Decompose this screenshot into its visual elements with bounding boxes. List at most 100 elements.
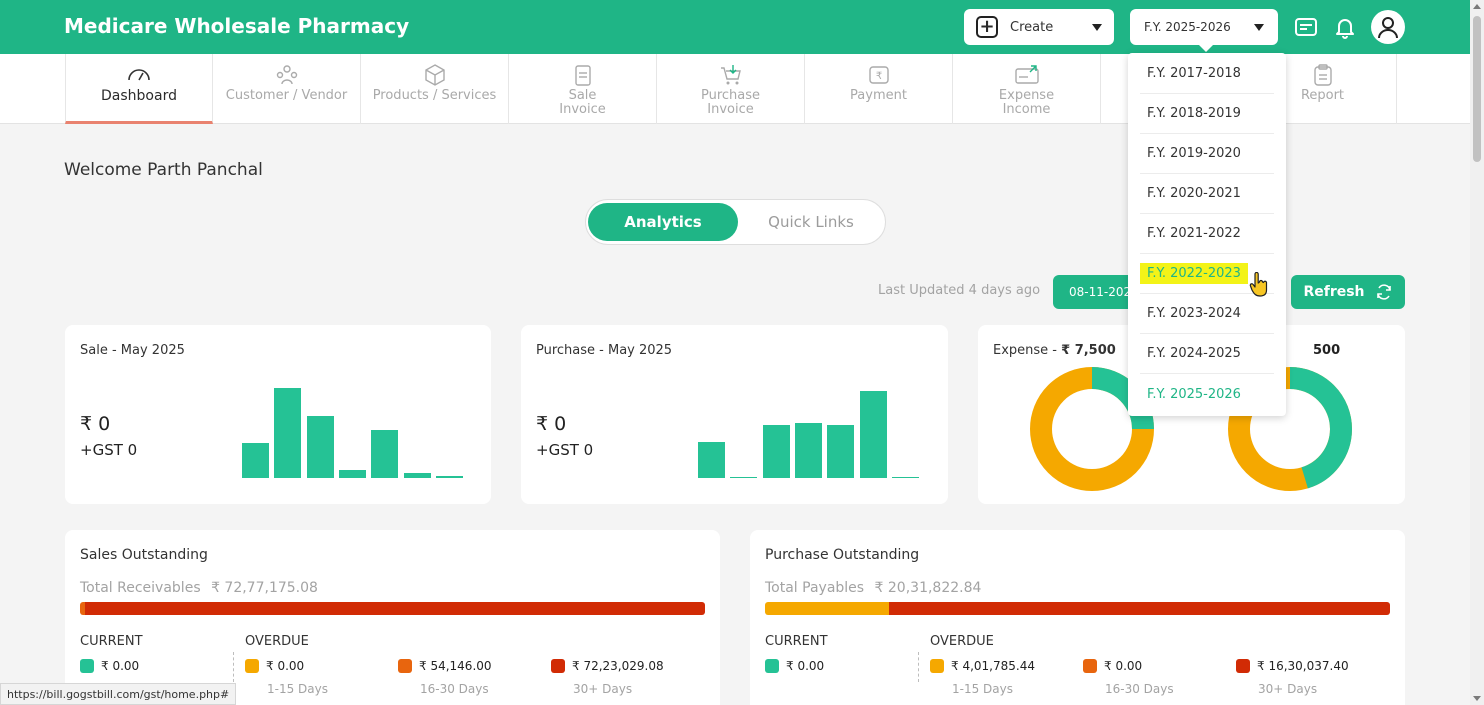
bell-icon[interactable] <box>1332 14 1358 40</box>
chart-bar <box>306 416 334 478</box>
nav-label: Products / Services <box>372 88 497 103</box>
legend-16-30: ₹ 54,146.00 <box>398 659 492 673</box>
nav-payment[interactable]: ₹ Payment <box>805 54 953 124</box>
chart-bar <box>242 443 269 478</box>
legend-30-plus: ₹ 16,30,037.40 <box>1236 659 1349 673</box>
overdue-1-15-value: ₹ 0.00 <box>266 659 305 673</box>
create-button[interactable]: + Create <box>964 9 1114 45</box>
refresh-button[interactable]: Refresh <box>1291 275 1405 309</box>
fy-option-label: F.Y. 2025-2026 <box>1147 386 1241 402</box>
days-label: 16-30 Days <box>420 682 489 696</box>
scroll-up-arrow-icon[interactable] <box>1473 4 1481 9</box>
payables-progress-bar <box>765 602 1390 615</box>
chart-bar <box>859 391 887 478</box>
fy-option-2021-2022[interactable]: F.Y. 2021-2022 <box>1140 214 1274 254</box>
legend-1-15: ₹ 0.00 <box>245 659 304 673</box>
days-label: 1-15 Days <box>267 682 328 696</box>
purchase-outstanding-card: Purchase Outstanding Total Payables ₹ 20… <box>750 530 1405 705</box>
overdue-30-plus-value: ₹ 16,30,037.40 <box>1257 659 1349 673</box>
total-payables: Total Payables ₹ 20,31,822.84 <box>765 580 981 596</box>
nav-label: Purchase Invoice <box>700 88 761 117</box>
chart-bar <box>371 430 399 478</box>
nav-label: Report <box>1300 88 1345 103</box>
fy-option-label: F.Y. 2023-2024 <box>1147 306 1241 321</box>
rupee-payment-icon: ₹ <box>868 66 889 84</box>
purchase-card-title: Purchase - May 2025 <box>536 343 673 358</box>
fy-option-2019-2020[interactable]: F.Y. 2019-2020 <box>1140 134 1274 174</box>
nav-label: Customer / Vendor <box>225 88 348 103</box>
legend-16-30: ₹ 0.00 <box>1083 659 1142 673</box>
status-bar-url: https://bill.gogstbill.com/gst/home.php# <box>0 683 237 705</box>
nav-label: Sale Invoice <box>559 88 606 117</box>
chart-bar <box>891 477 919 478</box>
fy-option-label: F.Y. 2019-2020 <box>1147 146 1241 161</box>
current-label: CURRENT <box>80 634 143 649</box>
fy-option-2020-2021[interactable]: F.Y. 2020-2021 <box>1140 174 1274 214</box>
financial-year-selector[interactable]: F.Y. 2025-2026 <box>1130 9 1278 45</box>
expense-icon <box>1014 65 1039 84</box>
sale-card: Sale - May 2025 ₹ 0 +GST 0 <box>65 325 491 504</box>
chart-bar <box>698 442 725 478</box>
box-icon <box>424 64 445 86</box>
total-payables-value: ₹ 20,31,822.84 <box>874 580 982 596</box>
expense-title-amount: ₹ 7,500 <box>1061 343 1116 358</box>
purchase-amount: ₹ 0 <box>536 413 567 435</box>
refresh-icon <box>1376 284 1391 300</box>
current-label: CURRENT <box>765 634 828 649</box>
fy-option-2024-2025[interactable]: F.Y. 2024-2025 <box>1140 334 1274 374</box>
expense-donut-chart <box>1030 367 1154 491</box>
legend-1-15: ₹ 4,01,785.44 <box>930 659 1035 673</box>
nav-label: Payment <box>850 88 907 103</box>
nav-products-services[interactable]: Products / Services <box>361 54 509 124</box>
view-toggle: Analytics Quick Links <box>585 199 886 245</box>
page-scrollbar[interactable] <box>1470 0 1484 705</box>
user-avatar[interactable] <box>1371 10 1405 44</box>
fy-option-2022-2023[interactable]: F.Y. 2022-2023 <box>1140 254 1274 294</box>
scroll-thumb[interactable] <box>1473 16 1481 162</box>
tab-quick-links[interactable]: Quick Links <box>768 213 854 231</box>
nav-expense-income[interactable]: Expense Income <box>953 54 1101 124</box>
nav-dashboard[interactable]: Dashboard <box>65 54 213 124</box>
current-value: ₹ 0.00 <box>786 659 825 673</box>
nav-label: Dashboard <box>101 88 177 104</box>
card-icon[interactable] <box>1293 14 1319 40</box>
top-header: Medicare Wholesale Pharmacy + Create F.Y… <box>0 0 1470 54</box>
nav-customer-vendor[interactable]: Customer / Vendor <box>213 54 361 124</box>
total-receivables-value: ₹ 72,77,175.08 <box>211 580 318 596</box>
scroll-down-arrow-icon[interactable] <box>1473 696 1481 701</box>
divider <box>233 652 234 682</box>
sale-amount: ₹ 0 <box>80 413 111 435</box>
tab-analytics[interactable]: Analytics <box>588 203 738 241</box>
fy-selected-label: F.Y. 2025-2026 <box>1144 20 1231 34</box>
chart-bar <box>274 388 302 478</box>
sales-outstanding-title: Sales Outstanding <box>80 547 208 563</box>
cart-icon <box>720 65 741 85</box>
days-label: 1-15 Days <box>952 682 1013 696</box>
expense-title-prefix: Expense - <box>993 343 1062 358</box>
nav-sale-invoice[interactable]: Sale Invoice <box>509 54 657 124</box>
legend-30-plus: ₹ 72,23,029.08 <box>551 659 664 673</box>
fy-option-2017-2018[interactable]: F.Y. 2017-2018 <box>1140 54 1274 94</box>
sales-outstanding-card: Sales Outstanding Total Receivables ₹ 72… <box>65 530 720 705</box>
fy-option-2018-2019[interactable]: F.Y. 2018-2019 <box>1140 94 1274 134</box>
receivables-progress-bar <box>80 602 705 615</box>
expense-card-title: Expense - ₹ 7,500 <box>993 343 1116 358</box>
hand-cursor-icon <box>1249 272 1268 297</box>
plus-icon: + <box>976 16 998 38</box>
fy-option-2025-2026[interactable]: F.Y. 2025-2026 <box>1140 374 1274 414</box>
total-receivables: Total Receivables ₹ 72,77,175.08 <box>80 580 318 596</box>
fy-option-label: F.Y. 2017-2018 <box>1147 66 1241 81</box>
days-label: 16-30 Days <box>1105 682 1174 696</box>
sale-card-title: Sale - May 2025 <box>80 343 185 358</box>
nav-purchase-invoice[interactable]: Purchase Invoice <box>657 54 805 124</box>
fy-option-2023-2024[interactable]: F.Y. 2023-2024 <box>1140 294 1274 334</box>
dropdown-notch <box>1198 44 1214 52</box>
fy-option-label: F.Y. 2018-2019 <box>1147 106 1241 121</box>
chevron-down-icon <box>1254 23 1264 31</box>
brand-title: Medicare Wholesale Pharmacy <box>64 14 410 38</box>
nav-report[interactable]: Report <box>1249 54 1397 124</box>
chart-bar <box>794 423 822 478</box>
speedometer-icon <box>128 69 150 81</box>
current-value: ₹ 0.00 <box>101 659 140 673</box>
chart-bar <box>403 473 431 478</box>
